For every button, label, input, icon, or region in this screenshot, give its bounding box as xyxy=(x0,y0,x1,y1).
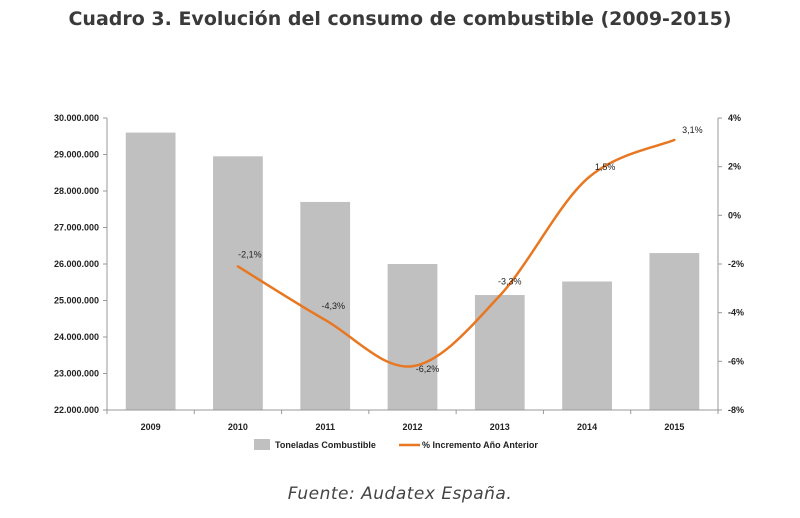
left-tick-label: 26.000.000 xyxy=(54,259,99,269)
legend-bar-label: Toneladas Combustible xyxy=(275,440,376,450)
data-label-2014: 1,5% xyxy=(595,162,616,172)
axes: 22.000.000 23.000.000 24.000.000 25.000.000… xyxy=(54,113,744,432)
data-label-2015: 3,1% xyxy=(682,125,703,135)
line-path xyxy=(236,138,676,368)
legend-line-label: % Incremento Año Anterior xyxy=(422,440,538,450)
bar-2012 xyxy=(387,264,438,410)
bar-2011 xyxy=(300,201,351,410)
line-series xyxy=(236,138,676,368)
chart-title: Cuadro 3. Evolución del consumo de combu… xyxy=(68,8,732,30)
bar-series xyxy=(125,132,700,410)
left-tick-label: 24.000.000 xyxy=(54,332,99,342)
data-labels: -2,1% -4,3% -6,2% -3,3% 1,5% 3,1% xyxy=(238,125,702,374)
left-tick-label: 29.000.000 xyxy=(54,150,99,160)
x-tick-label: 2012 xyxy=(402,422,422,432)
bar-2015 xyxy=(649,253,700,410)
left-tick-label: 30.000.000 xyxy=(54,113,99,123)
legend: Toneladas Combustible % Incremento Año An… xyxy=(254,439,538,450)
right-tick-label: -6% xyxy=(728,356,744,366)
bar-2010 xyxy=(213,156,263,410)
x-tick-label: 2011 xyxy=(315,422,335,432)
left-tick-label: 23.000.000 xyxy=(54,369,99,379)
right-tick-label: -2% xyxy=(728,259,744,269)
left-tick-label: 25.000.000 xyxy=(54,296,99,306)
bar-2009 xyxy=(125,132,176,410)
left-tick-label: 28.000.000 xyxy=(54,186,99,196)
right-tick-label: -4% xyxy=(728,308,744,318)
right-tick-label: 0% xyxy=(728,210,741,220)
bar-2014 xyxy=(562,281,612,410)
x-tick-label: 2013 xyxy=(490,422,510,432)
data-label-2010: -2,1% xyxy=(238,249,262,259)
source-caption: Fuente: Audatex España. xyxy=(287,484,513,504)
x-tick-label: 2014 xyxy=(577,422,597,432)
right-tick-label: 2% xyxy=(728,162,741,172)
left-tick-label: 22.000.000 xyxy=(54,405,99,415)
left-tick-label: 27.000.000 xyxy=(54,223,99,233)
right-tick-label: 4% xyxy=(728,113,741,123)
right-tick-label: -8% xyxy=(728,405,744,415)
x-tick-label: 2015 xyxy=(664,422,684,432)
x-tick-label: 2009 xyxy=(141,422,161,432)
legend-bar-swatch xyxy=(254,439,270,450)
chart: 22.000.000 23.000.000 24.000.000 25.000.000… xyxy=(54,113,744,450)
data-label-2013: -3,3% xyxy=(498,277,522,287)
data-label-2011: -4,3% xyxy=(321,301,345,311)
bar-2013 xyxy=(474,295,525,410)
data-label-2012: -6,2% xyxy=(416,364,440,374)
x-tick-label: 2010 xyxy=(228,422,248,432)
